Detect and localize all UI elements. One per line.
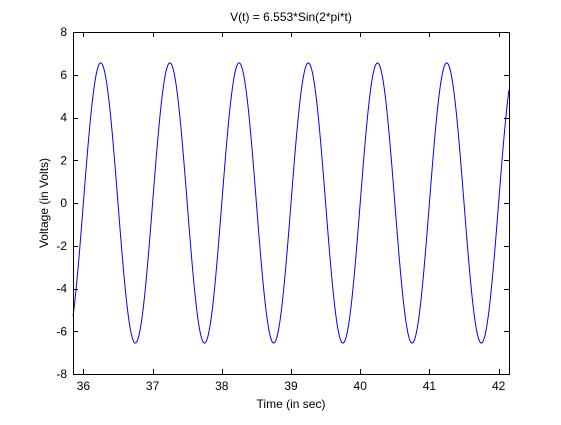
y-tick-label-4: 0 [60, 196, 67, 210]
y-tick-label-3: -2 [56, 239, 67, 253]
y-tick-label-6: 4 [60, 111, 67, 125]
x-tick-label-0: 36 [77, 379, 91, 393]
x-tick-label-1: 37 [146, 379, 160, 393]
series-line-0 [72, 62, 510, 344]
y-tick-label-7: 6 [60, 68, 67, 82]
x-tick-label-5: 41 [423, 379, 437, 393]
y-tick-label-0: -8 [56, 367, 67, 381]
y-tick-label-5: 2 [60, 153, 67, 167]
x-tick-label-6: 42 [492, 379, 506, 393]
tick-layer: 36 37 38 39 40 41 42 -8 -6 -4 -2 0 2 4 6 8 [56, 25, 509, 393]
y-tick-label-8: 8 [60, 25, 67, 39]
chart-title: V(t) = 6.553*Sin(2*pi*t) [230, 10, 352, 24]
y-tick-label-1: -6 [56, 324, 67, 338]
x-axis-label: Time (in sec) [257, 397, 326, 411]
x-tick-label-4: 40 [354, 379, 368, 393]
x-tick-label-2: 38 [215, 379, 229, 393]
x-tick-label-3: 39 [284, 379, 298, 393]
y-axis-label: Voltage (in Volts) [37, 158, 51, 248]
series-layer [72, 62, 510, 344]
y-tick-label-2: -4 [56, 282, 67, 296]
